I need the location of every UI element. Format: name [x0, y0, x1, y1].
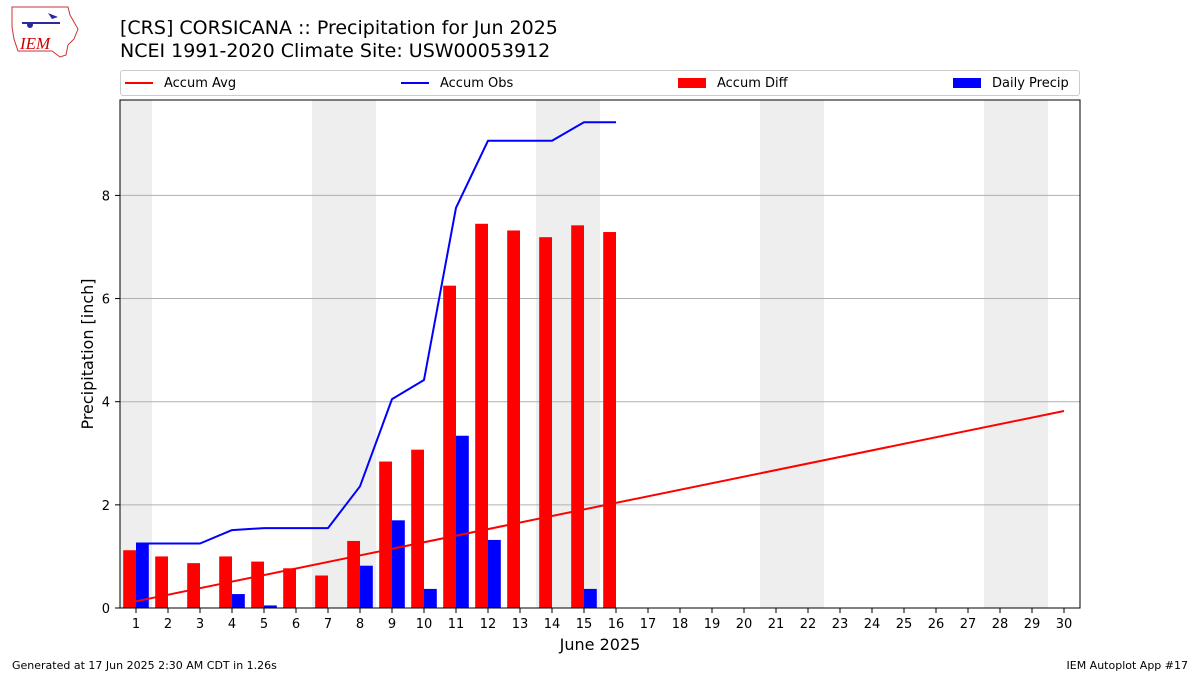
legend-patch-swatch [678, 78, 706, 88]
x-tick-label: 6 [292, 617, 300, 632]
legend-item-daily-precip: Daily Precip [953, 71, 1069, 95]
x-tick-label: 30 [1056, 617, 1073, 632]
iem-logo: IEM [11, 6, 79, 58]
x-tick-label: 26 [928, 617, 945, 632]
chart-subtitle: NCEI 1991-2020 Climate Site: USW00053912 [120, 40, 551, 62]
x-tick-label: 28 [992, 617, 1009, 632]
x-axis-label: June 2025 [559, 635, 641, 654]
accum-diff-bar [187, 563, 200, 608]
legend-item-accum-diff: Accum Diff [678, 71, 788, 95]
accum-diff-bar [379, 461, 392, 608]
x-tick-label: 16 [608, 617, 625, 632]
x-tick-label: 7 [324, 617, 332, 632]
legend-patch-swatch [953, 78, 981, 88]
x-tick-label: 4 [228, 617, 236, 632]
daily-precip-bar [232, 594, 245, 608]
legend-item-accum-obs: Accum Obs [401, 71, 513, 95]
y-tick-label: 8 [102, 189, 110, 204]
x-tick-label: 19 [704, 617, 721, 632]
daily-precip-bar [584, 588, 597, 608]
weekend-band [120, 100, 152, 608]
x-tick-label: 25 [896, 617, 913, 632]
accum-diff-bar [443, 285, 456, 608]
weekend-band [344, 100, 376, 608]
daily-precip-bar [488, 539, 501, 608]
x-tick-label: 18 [672, 617, 689, 632]
x-tick-label: 8 [356, 617, 364, 632]
chart-title: [CRS] CORSICANA :: Precipitation for Jun… [120, 17, 558, 39]
legend-label: Accum Avg [164, 75, 237, 91]
daily-precip-bar [392, 520, 405, 608]
legend-line-swatch [401, 82, 429, 84]
accum-diff-bar [571, 225, 584, 608]
weekend-band [312, 100, 344, 608]
weekend-band [792, 100, 824, 608]
x-tick-label: 21 [768, 617, 785, 632]
y-tick-label: 6 [102, 293, 110, 308]
app-credit: IEM Autoplot App #17 [1066, 659, 1189, 672]
daily-precip-bar [424, 588, 437, 608]
legend-line-swatch [125, 82, 153, 84]
weekend-band [1016, 100, 1048, 608]
x-tick-label: 20 [736, 617, 753, 632]
accum-diff-bar [123, 550, 136, 608]
x-tick-label: 11 [448, 617, 465, 632]
x-tick-label: 15 [576, 617, 593, 632]
accum-obs-line [136, 121, 616, 545]
y-tick-label: 2 [102, 499, 110, 514]
x-tick-label: 24 [864, 617, 881, 632]
weekend-band [984, 100, 1016, 608]
daily-precip-bar [264, 605, 277, 608]
x-tick-label: 22 [800, 617, 817, 632]
x-tick-label: 29 [1024, 617, 1041, 632]
x-tick-label: 2 [164, 617, 172, 632]
x-tick-label: 1 [132, 617, 140, 632]
x-tick-label: 27 [960, 617, 977, 632]
x-tick-label: 9 [388, 617, 396, 632]
legend-label: Accum Obs [440, 75, 514, 91]
y-tick-label: 0 [102, 602, 110, 617]
generated-timestamp: Generated at 17 Jun 2025 2:30 AM CDT in … [12, 659, 277, 672]
weekend-band [760, 100, 792, 608]
x-tick-label: 17 [640, 617, 657, 632]
daily-precip-bar [360, 565, 373, 608]
x-tick-label: 3 [196, 617, 204, 632]
x-tick-label: 14 [544, 617, 561, 632]
accum-diff-bar [411, 449, 424, 608]
x-tick-label: 12 [480, 617, 497, 632]
x-tick-label: 13 [512, 617, 529, 632]
y-tick-label: 4 [102, 396, 110, 411]
accum-diff-bar [283, 568, 296, 608]
legend-label: Daily Precip [992, 75, 1069, 91]
y-axis-label: Precipitation [inch] [78, 278, 97, 429]
accum-diff-bar [347, 540, 360, 608]
accum-diff-bar [507, 230, 520, 609]
x-tick-label: 23 [832, 617, 849, 632]
x-tick-label: 5 [260, 617, 268, 632]
legend-label: Accum Diff [717, 75, 788, 91]
accum-diff-bar [155, 556, 168, 608]
accum-diff-bar [315, 575, 328, 608]
accum-diff-bar [251, 561, 264, 608]
legend-item-accum-avg: Accum Avg [125, 71, 236, 95]
accum-diff-bar [603, 232, 616, 608]
daily-precip-bar [456, 435, 469, 608]
accum-diff-bar [475, 223, 488, 608]
legend: Accum Avg Accum Obs Accum Diff Daily Pre… [120, 70, 1080, 96]
daily-precip-bar [136, 543, 149, 608]
accum-avg-line [135, 410, 1065, 603]
x-tick-label: 10 [416, 617, 433, 632]
logo-text: IEM [19, 34, 51, 53]
accum-diff-bar [539, 237, 552, 608]
plot-frame [119, 99, 1081, 609]
